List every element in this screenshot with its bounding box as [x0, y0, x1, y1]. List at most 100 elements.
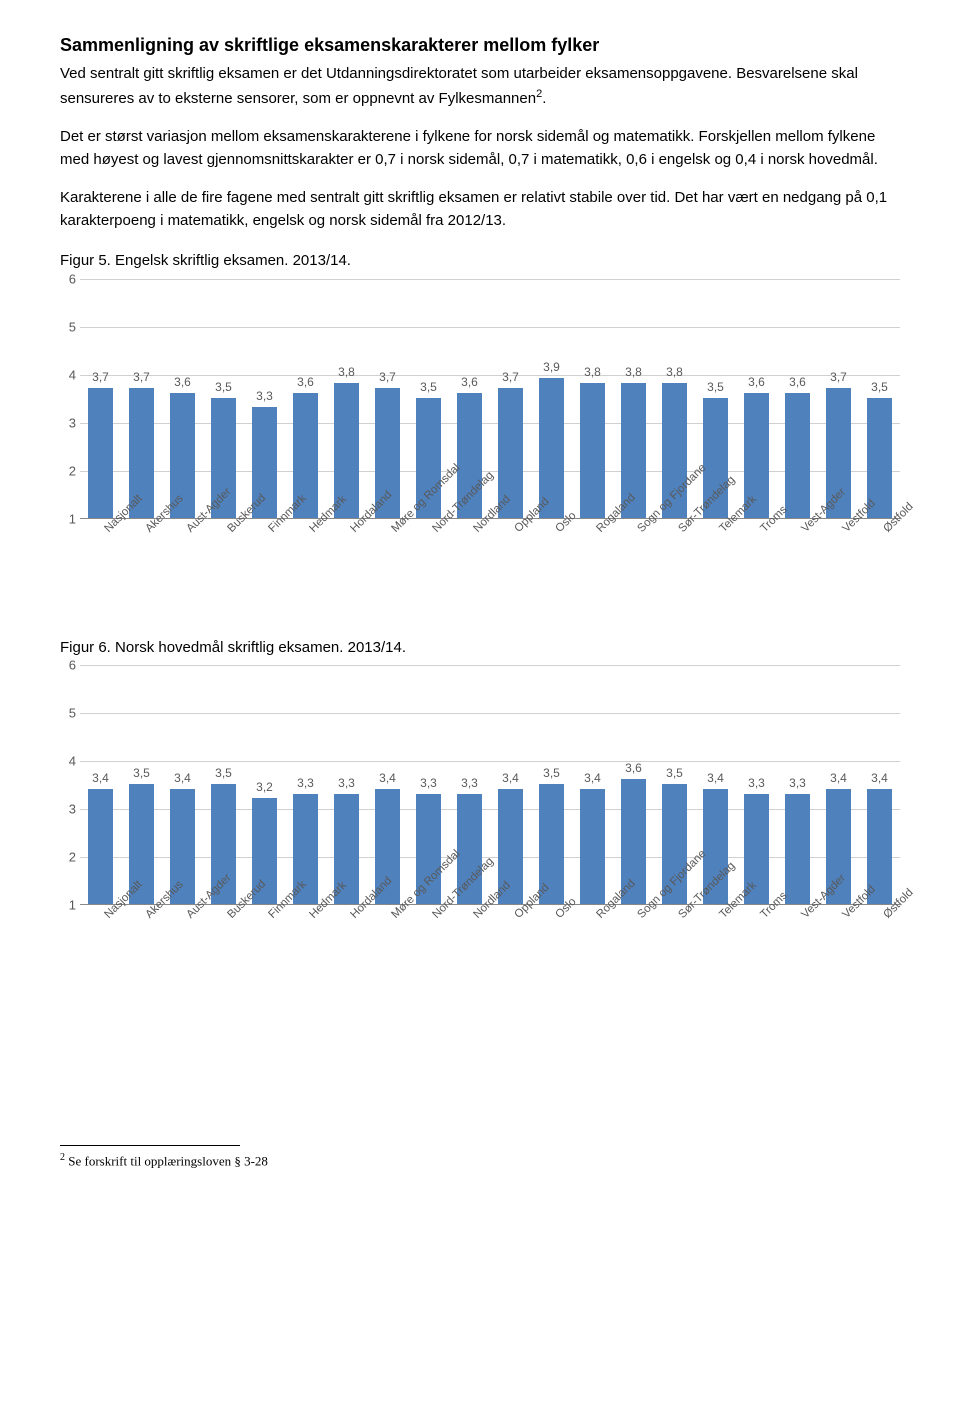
- bar-column: 3,6: [285, 279, 326, 518]
- xaxis-label: Sogn og Fjordane: [613, 519, 654, 619]
- bar-value-label: 3,7: [379, 368, 396, 386]
- xaxis-label: Sør-Trøndelag: [654, 905, 695, 1005]
- bar-column: 3,3: [244, 279, 285, 518]
- bar-column: 3,5: [859, 279, 900, 518]
- chart-figure6: 1234563,43,53,43,53,23,33,33,43,33,33,43…: [60, 665, 900, 1005]
- ytick-label: 2: [60, 461, 76, 481]
- bar-value-label: 3,4: [707, 769, 724, 787]
- xaxis-label: Finnmark: [244, 519, 285, 619]
- bar-value-label: 3,6: [461, 373, 478, 391]
- bar-value-label: 3,6: [789, 373, 806, 391]
- bar-column: 3,4: [162, 665, 203, 904]
- bar-value-label: 3,3: [338, 774, 355, 792]
- bar-column: 3,5: [531, 665, 572, 904]
- bar-value-label: 3,8: [625, 363, 642, 381]
- ytick-label: 3: [60, 799, 76, 819]
- bar-value-label: 3,3: [420, 774, 437, 792]
- bar-value-label: 3,3: [789, 774, 806, 792]
- ytick-label: 2: [60, 847, 76, 867]
- xaxis-label: Hedmark: [285, 905, 326, 1005]
- bar-value-label: 3,5: [543, 764, 560, 782]
- ytick-label: 5: [60, 317, 76, 337]
- xaxis-label: Vestfold: [818, 905, 859, 1005]
- xaxis-label: Rogaland: [572, 905, 613, 1005]
- xaxis-label: Sogn og Fjordane: [613, 905, 654, 1005]
- xaxis-label: Aust-Agder: [162, 519, 203, 619]
- bar: [88, 789, 113, 904]
- bar-value-label: 3,5: [707, 378, 724, 396]
- figure5-title: Figur 5. Engelsk skriftlig eksamen. 2013…: [60, 250, 900, 273]
- bar-value-label: 3,3: [256, 387, 273, 405]
- xaxis-label: Troms: [736, 905, 777, 1005]
- ytick-label: 6: [60, 655, 76, 675]
- bar: [580, 789, 605, 904]
- bar-column: 3,3: [326, 665, 367, 904]
- bar-column: 3,8: [613, 279, 654, 518]
- bar-value-label: 3,5: [420, 378, 437, 396]
- xaxis-label: Troms: [736, 519, 777, 619]
- xaxis-label: Vest-Agder: [777, 519, 818, 619]
- bar-column: 3,3: [285, 665, 326, 904]
- bar-value-label: 3,6: [748, 373, 765, 391]
- bar-value-label: 3,5: [133, 764, 150, 782]
- bar-value-label: 3,4: [871, 769, 888, 787]
- bar-value-label: 3,8: [338, 363, 355, 381]
- xaxis-label: Østfold: [859, 905, 900, 1005]
- bar-column: 3,8: [326, 279, 367, 518]
- ytick-label: 3: [60, 413, 76, 433]
- bar-column: 3,6: [736, 279, 777, 518]
- bar: [785, 393, 810, 518]
- bar-value-label: 3,7: [92, 368, 109, 386]
- bar-column: 3,4: [859, 665, 900, 904]
- ytick-label: 1: [60, 895, 76, 915]
- xaxis-label: Vest-Agder: [777, 905, 818, 1005]
- bar-value-label: 3,4: [174, 769, 191, 787]
- bar-column: 3,4: [80, 665, 121, 904]
- bar-column: 3,5: [203, 665, 244, 904]
- paragraph-3: Karakterene i alle de fire fagene med se…: [60, 187, 900, 232]
- bar-value-label: 3,6: [297, 373, 314, 391]
- xaxis-label: Hedmark: [285, 519, 326, 619]
- xaxis-label: Nord-Trøndelag: [408, 905, 449, 1005]
- xaxis-label: Nasjonalt: [80, 519, 121, 619]
- xaxis-label: Oppland: [490, 519, 531, 619]
- bar-value-label: 3,5: [871, 378, 888, 396]
- xaxis-label: Akershus: [121, 519, 162, 619]
- xaxis-label: Akershus: [121, 905, 162, 1005]
- bar-value-label: 3,8: [584, 363, 601, 381]
- bar-value-label: 3,4: [502, 769, 519, 787]
- bar-value-label: 3,4: [92, 769, 109, 787]
- bar-value-label: 3,8: [666, 363, 683, 381]
- footnote-text: Se forskrift til opplæringsloven § 3-28: [65, 1153, 268, 1168]
- bar: [785, 794, 810, 904]
- ytick-label: 4: [60, 751, 76, 771]
- footnote-separator: [60, 1145, 240, 1146]
- xaxis-label: Møre og Romsdal: [367, 905, 408, 1005]
- bar-value-label: 3,3: [748, 774, 765, 792]
- bar-value-label: 3,7: [133, 368, 150, 386]
- bar-value-label: 3,6: [625, 759, 642, 777]
- bar-column: 3,3: [777, 665, 818, 904]
- ytick-label: 4: [60, 365, 76, 385]
- bar-column: 3,6: [162, 279, 203, 518]
- bar-value-label: 3,3: [461, 774, 478, 792]
- xaxis-label: Nordland: [449, 905, 490, 1005]
- bar: [580, 383, 605, 517]
- bar-column: 3,9: [531, 279, 572, 518]
- bar-value-label: 3,5: [666, 764, 683, 782]
- xaxis-label: Oslo: [531, 905, 572, 1005]
- bar-column: 3,7: [121, 279, 162, 518]
- bar-column: 3,5: [203, 279, 244, 518]
- bar-value-label: 3,4: [830, 769, 847, 787]
- bar-value-label: 3,7: [502, 368, 519, 386]
- bar-value-label: 3,4: [584, 769, 601, 787]
- xaxis-label: Hordaland: [326, 905, 367, 1005]
- bar-column: 3,2: [244, 665, 285, 904]
- bar-value-label: 3,4: [379, 769, 396, 787]
- xaxis-label: Oslo: [531, 519, 572, 619]
- xaxis-label: Østfold: [859, 519, 900, 619]
- bar-column: 3,6: [613, 665, 654, 904]
- para1-text-a: Ved sentralt gitt skriftlig eksamen er d…: [60, 65, 858, 107]
- bar-value-label: 3,5: [215, 378, 232, 396]
- ytick-label: 1: [60, 509, 76, 529]
